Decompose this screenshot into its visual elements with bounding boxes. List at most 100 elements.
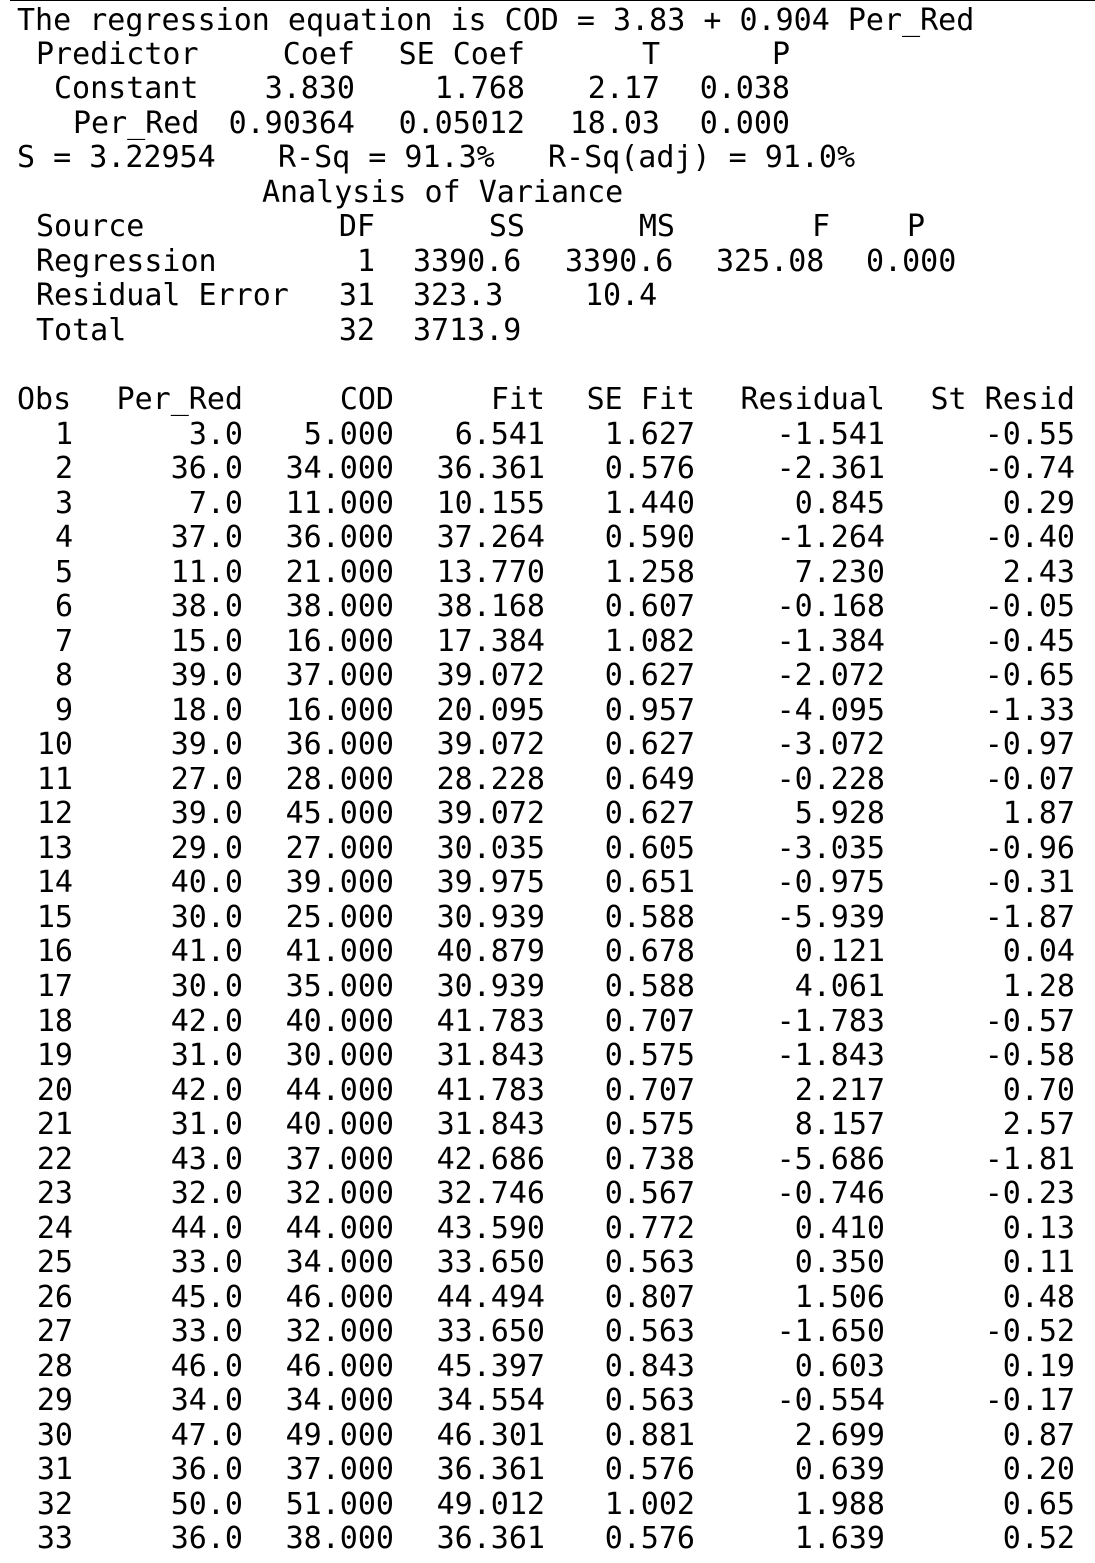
obs-cell-cod: 16.000 (285, 692, 394, 728)
obs-cell-per-red: 29.0 (170, 830, 243, 866)
obs-cell-st-resid: -0.74 (984, 451, 1075, 487)
obs-cell-se-fit: 0.575 (604, 1107, 695, 1143)
top-rule (10, 0, 1095, 1)
obs-cell-fit: 36.361 (436, 1521, 545, 1557)
obs-header-obs: Obs (17, 382, 72, 417)
obs-cell-residual: -0.746 (776, 1176, 885, 1212)
obs-cell-residual: 7.230 (794, 554, 885, 590)
obs-cell-fit: 43.590 (436, 1210, 545, 1246)
obs-cell-obs: 9 (54, 692, 73, 728)
obs-cell-fit: 28.228 (436, 761, 545, 797)
obs-cell-residual: -5.686 (776, 1141, 885, 1177)
obs-cell-per-red: 50.0 (170, 1486, 243, 1522)
obs-cell-se-fit: 0.649 (604, 761, 695, 797)
coef-row-p: 0.000 (699, 106, 790, 141)
obs-cell-fit: 37.264 (436, 520, 545, 556)
obs-cell-fit: 31.843 (436, 1038, 545, 1074)
obs-cell-st-resid: -0.65 (984, 658, 1075, 694)
anova-header-ms: MS (638, 209, 675, 244)
obs-cell-st-resid: -0.55 (984, 416, 1075, 452)
obs-cell-cod: 34.000 (285, 1383, 394, 1419)
obs-cell-per-red: 31.0 (170, 1107, 243, 1143)
coef-row-predictor: Constant (54, 71, 199, 106)
obs-cell-se-fit: 0.576 (604, 1452, 695, 1488)
obs-cell-se-fit: 0.738 (604, 1141, 695, 1177)
obs-cell-se-fit: 0.563 (604, 1245, 695, 1281)
obs-cell-st-resid: -0.58 (984, 1038, 1075, 1074)
obs-cell-fit: 6.541 (454, 416, 545, 452)
obs-cell-se-fit: 1.258 (604, 554, 695, 590)
obs-cell-se-fit: 0.588 (604, 968, 695, 1004)
obs-cell-fit: 38.168 (436, 589, 545, 625)
obs-cell-cod: 46.000 (285, 1279, 394, 1315)
obs-cell-st-resid: 2.57 (1002, 1107, 1075, 1143)
obs-cell-cod: 36.000 (285, 520, 394, 556)
obs-cell-per-red: 27.0 (170, 761, 243, 797)
obs-cell-se-fit: 0.590 (604, 520, 695, 556)
obs-cell-se-fit: 0.627 (604, 727, 695, 763)
obs-cell-cod: 30.000 (285, 1038, 394, 1074)
anova-header-p: P (906, 209, 925, 244)
obs-cell-cod: 38.000 (285, 1521, 394, 1557)
obs-cell-cod: 37.000 (285, 1141, 394, 1177)
obs-cell-obs: 31 (36, 1452, 73, 1488)
obs-cell-fit: 30.939 (436, 899, 545, 935)
anova-row-p: 0.000 (866, 244, 957, 279)
obs-cell-st-resid: 0.65 (1002, 1486, 1075, 1522)
obs-cell-obs: 28 (36, 1348, 73, 1384)
obs-cell-per-red: 36.0 (170, 451, 243, 487)
obs-cell-cod: 38.000 (285, 589, 394, 625)
obs-cell-se-fit: 0.605 (604, 830, 695, 866)
obs-cell-residual: -1.650 (776, 1314, 885, 1350)
obs-cell-fit: 33.650 (436, 1245, 545, 1281)
obs-cell-residual: -1.541 (776, 416, 885, 452)
obs-cell-st-resid: 0.20 (1002, 1452, 1075, 1488)
obs-cell-per-red: 42.0 (170, 1072, 243, 1108)
coef-header-t: T (641, 37, 660, 72)
fit-r-sq: R-Sq = 91.3% (278, 140, 495, 175)
obs-cell-per-red: 18.0 (170, 692, 243, 728)
obs-cell-obs: 6 (54, 589, 73, 625)
obs-cell-obs: 27 (36, 1314, 73, 1350)
obs-cell-residual: -1.384 (776, 623, 885, 659)
obs-cell-st-resid: 0.52 (1002, 1521, 1075, 1557)
anova-row-source: Regression (36, 244, 217, 279)
anova-row-f: 325.08 (716, 244, 825, 279)
obs-cell-obs: 10 (36, 727, 73, 763)
obs-cell-obs: 13 (36, 830, 73, 866)
obs-cell-residual: -2.072 (776, 658, 885, 694)
obs-cell-per-red: 39.0 (170, 658, 243, 694)
obs-cell-obs: 5 (54, 554, 73, 590)
obs-cell-se-fit: 0.575 (604, 1038, 695, 1074)
coef-row-se-coef: 1.768 (434, 71, 525, 106)
obs-cell-per-red: 43.0 (170, 1141, 243, 1177)
obs-cell-obs: 19 (36, 1038, 73, 1074)
obs-cell-se-fit: 0.772 (604, 1210, 695, 1246)
obs-cell-residual: 8.157 (794, 1107, 885, 1143)
obs-cell-obs: 15 (36, 899, 73, 935)
obs-cell-per-red: 46.0 (170, 1348, 243, 1384)
obs-cell-per-red: 34.0 (170, 1383, 243, 1419)
obs-cell-fit: 46.301 (436, 1417, 545, 1453)
obs-cell-cod: 35.000 (285, 968, 394, 1004)
obs-cell-cod: 28.000 (285, 761, 394, 797)
obs-cell-obs: 17 (36, 968, 73, 1004)
obs-cell-residual: -0.228 (776, 761, 885, 797)
obs-cell-cod: 45.000 (285, 796, 394, 832)
obs-cell-se-fit: 0.607 (604, 589, 695, 625)
obs-cell-fit: 20.095 (436, 692, 545, 728)
obs-cell-cod: 37.000 (285, 658, 394, 694)
obs-cell-cod: 40.000 (285, 1107, 394, 1143)
obs-cell-residual: -5.939 (776, 899, 885, 935)
obs-header-cod: COD (339, 382, 394, 417)
obs-cell-obs: 18 (36, 1003, 73, 1039)
obs-cell-residual: -3.072 (776, 727, 885, 763)
obs-cell-per-red: 31.0 (170, 1038, 243, 1074)
obs-cell-obs: 7 (54, 623, 73, 659)
obs-header-se-fit: SE Fit (586, 382, 695, 417)
obs-cell-residual: 0.639 (794, 1452, 885, 1488)
coef-header-coef: Coef (282, 37, 355, 72)
obs-cell-residual: 2.217 (794, 1072, 885, 1108)
obs-cell-cod: 40.000 (285, 1003, 394, 1039)
obs-cell-cod: 34.000 (285, 1245, 394, 1281)
